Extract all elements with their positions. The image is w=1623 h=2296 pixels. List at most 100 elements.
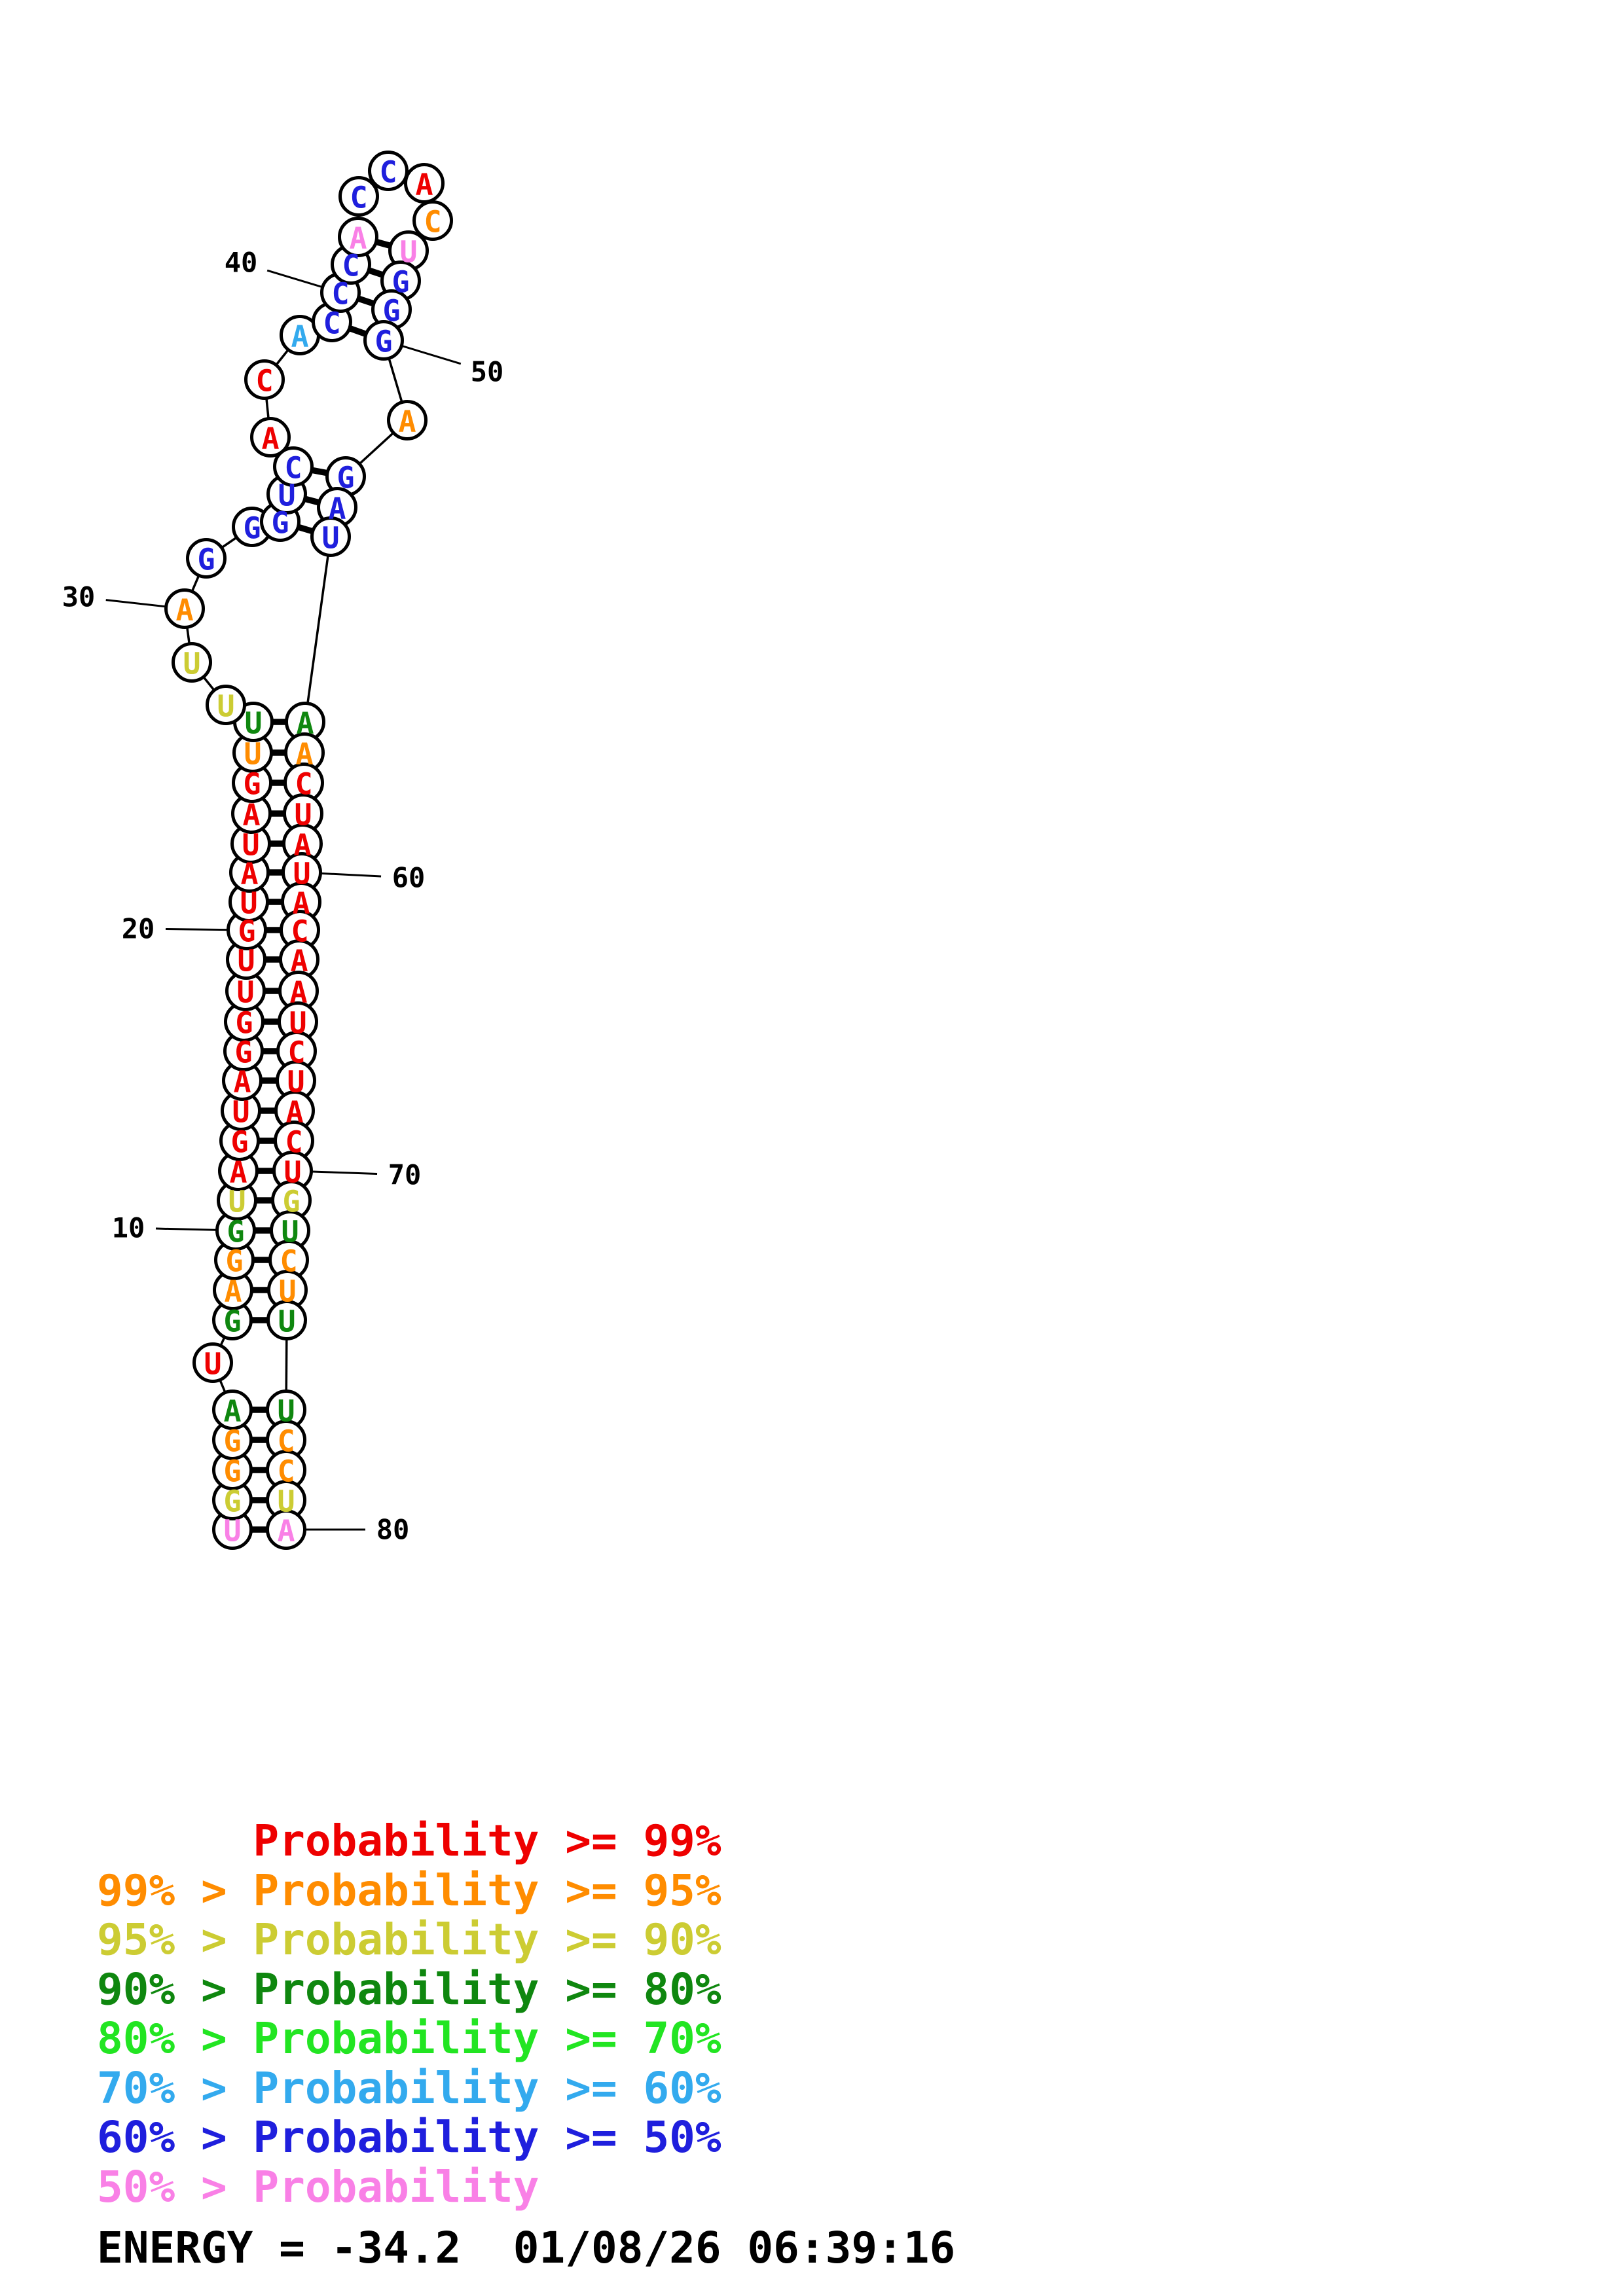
position-labels-layer: 10 20 30 40 50 60 70 80	[62, 247, 504, 1546]
nucleotide-circle-36	[250, 417, 291, 457]
legend-row-4: 90% > Probability >= 80%	[97, 1964, 721, 2015]
nucleotide-64-A: A	[289, 975, 307, 1010]
nucleotide-69-C: C	[285, 1125, 302, 1160]
nucleotide-circle-44	[368, 151, 409, 191]
nucleotide-60-U: U	[293, 857, 310, 891]
position-label-40: 40	[225, 247, 258, 279]
nucleotide-circle-37	[244, 359, 285, 400]
nucleotide-11-U: U	[228, 1185, 246, 1219]
legend-row-5: 80% > Probability >= 70%	[97, 2013, 721, 2064]
nucleotide-15-A: A	[233, 1065, 251, 1100]
nucleotide-circle-75	[266, 1300, 307, 1340]
nucleotide-51-A: A	[398, 404, 416, 439]
nucleotide-44-C: C	[379, 155, 397, 190]
nucleotide-63-A: A	[290, 944, 308, 978]
nucleotide-41-C: C	[342, 249, 359, 283]
nucleotide-20-G: G	[238, 914, 255, 949]
nucleotide-circle-35	[273, 446, 314, 487]
nucleotide-65-U: U	[289, 1006, 306, 1041]
nucleotide-43-C: C	[350, 181, 367, 215]
nucleotide-66-C: C	[287, 1035, 305, 1070]
nucleotide-26-U: U	[244, 737, 261, 772]
nucleotide-70-U: U	[283, 1155, 301, 1190]
nucleotide-38-A: A	[291, 319, 308, 354]
nucleotide-4-G: G	[223, 1424, 241, 1459]
nucleotide-32-G: G	[243, 511, 261, 546]
nucleotide-47-U: U	[399, 235, 417, 270]
position-label-80: 80	[376, 1514, 410, 1546]
nucleotide-29-U: U	[183, 647, 200, 681]
nucleotide-circle-43	[338, 176, 379, 217]
nucleotide-24-A: A	[242, 798, 260, 833]
nucleotide-circle-42	[338, 217, 378, 257]
nucleotide-57-C: C	[295, 767, 312, 802]
nucleotide-circle-46	[412, 200, 453, 241]
nucleotide-76-U: U	[277, 1394, 295, 1429]
nucleotide-circle-6	[192, 1342, 233, 1383]
nucleotide-27-U: U	[244, 706, 262, 741]
nucleotide-46-C: C	[424, 205, 441, 240]
nucleotide-36-A: A	[261, 422, 279, 456]
nucleotide-58-U: U	[294, 798, 312, 833]
nucleotide-circle-45	[404, 163, 445, 204]
nucleotide-circle-30	[164, 588, 205, 629]
nucleotide-48-G: G	[392, 265, 409, 300]
nucleotide-22-A: A	[240, 857, 258, 891]
nucleotide-61-A: A	[292, 886, 310, 921]
nucleotide-52-G: G	[337, 461, 354, 495]
legend-row-2: 99% > Probability >= 95%	[97, 1865, 721, 1916]
nucleotide-circles-layer	[164, 151, 453, 1550]
legend-row-7: 60% > Probability >= 50%	[97, 2112, 721, 2162]
nucleotide-8-A: A	[224, 1274, 242, 1309]
nucleotide-49-G: G	[382, 294, 400, 329]
nucleotide-1-U: U	[223, 1514, 241, 1549]
nucleotide-79-U: U	[277, 1484, 295, 1519]
nucleotide-75-U: U	[278, 1304, 295, 1339]
nucleotide-78-C: C	[277, 1454, 295, 1489]
nucleotide-16-G: G	[234, 1035, 252, 1070]
nucleotide-circle-51	[387, 400, 428, 440]
nucleotide-50-G: G	[374, 325, 392, 359]
nucleotide-54-U: U	[321, 521, 339, 556]
nucleotide-31-G: G	[197, 543, 215, 577]
nucleotide-72-U: U	[281, 1215, 299, 1249]
nucleotide-17-G: G	[235, 1006, 253, 1041]
nucleotide-71-G: G	[282, 1185, 300, 1219]
nucleotide-25-G: G	[243, 767, 261, 802]
nucleotide-circle-80	[266, 1509, 306, 1550]
nucleotide-10-G: G	[227, 1215, 244, 1249]
nucleotide-circle-29	[172, 642, 212, 683]
nucleotide-30-A: A	[175, 593, 193, 628]
nucleotide-9-G: G	[225, 1244, 243, 1279]
position-label-20: 20	[122, 913, 155, 945]
nucleotide-circle-5	[212, 1390, 253, 1430]
nucleotide-42-A: A	[349, 221, 367, 256]
nucleotide-6-U: U	[204, 1347, 221, 1382]
nucleotide-12-A: A	[229, 1155, 247, 1190]
position-label-10: 10	[112, 1212, 145, 1244]
nucleotide-33-G: G	[271, 506, 289, 541]
legend-row-6: 70% > Probability >= 60%	[97, 2062, 721, 2113]
position-label-30: 30	[62, 581, 96, 613]
energy-line: ENERGY = -34.2 01/08/26 06:39:16	[97, 2223, 956, 2273]
legend-row-3: 95% > Probability >= 90%	[97, 1914, 721, 1965]
nucleotide-35-C: C	[284, 451, 302, 486]
nucleotide-circle-50	[363, 320, 404, 361]
nucleotide-53-A: A	[328, 492, 346, 526]
nucleotide-5-A: A	[223, 1394, 241, 1429]
position-label-50: 50	[471, 356, 504, 388]
nucleotide-74-U: U	[278, 1274, 296, 1309]
nucleotide-21-U: U	[240, 886, 257, 921]
nucleotide-59-A: A	[293, 828, 311, 863]
nucleotide-28-U: U	[217, 689, 234, 724]
nucleotide-80-A: A	[277, 1514, 295, 1549]
nucleotide-circle-28	[206, 685, 246, 725]
legend-row-8: 50% > Probability	[97, 2161, 539, 2212]
nucleotide-23-U: U	[242, 828, 259, 863]
nucleotide-13-G: G	[230, 1125, 248, 1160]
backbone-bond	[304, 536, 332, 723]
position-label-60: 60	[392, 862, 426, 894]
nucleotide-circle-54	[310, 516, 351, 557]
nucleotide-77-C: C	[277, 1424, 295, 1459]
